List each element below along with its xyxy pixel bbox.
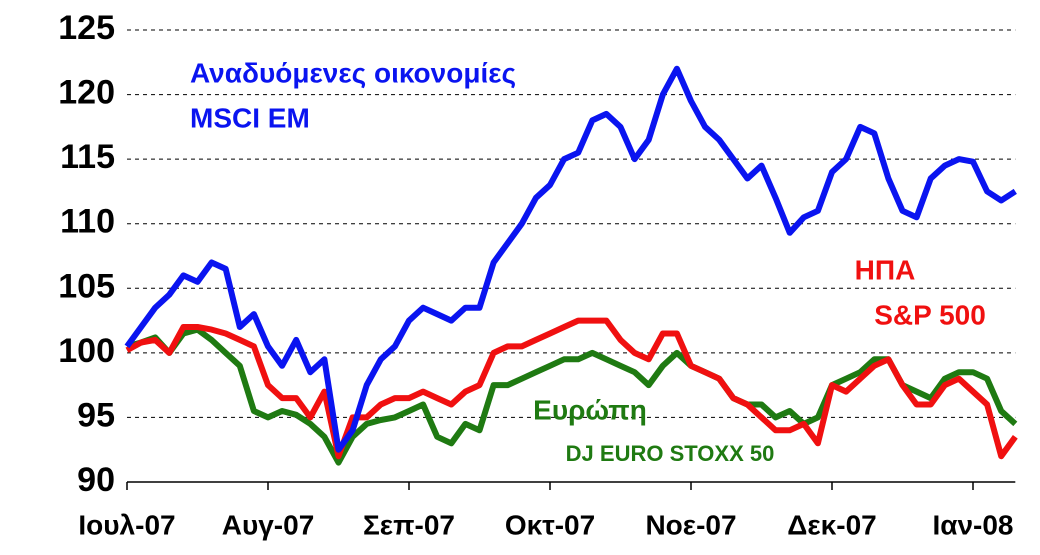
series-label: Αναδυόμενες οικονομίες — [190, 57, 516, 88]
y-tick-label: 95 — [77, 396, 115, 434]
y-tick-label: 105 — [58, 267, 115, 305]
series-label: Ευρώπη — [533, 394, 647, 425]
y-tick-label: 120 — [58, 74, 115, 112]
y-tick-label: 90 — [77, 461, 115, 499]
x-tick-label: Αυγ-07 — [222, 509, 315, 540]
series-label: ΗΠΑ — [855, 254, 916, 285]
y-tick-label: 125 — [58, 9, 115, 47]
x-tick-label: Ιαν-08 — [932, 509, 1013, 540]
series-label: MSCI EM — [190, 102, 310, 133]
series-line — [124, 65, 1017, 453]
x-tick-label: Νοε-07 — [645, 509, 736, 540]
y-tick-label: 110 — [60, 203, 115, 241]
x-tick-label: Οκτ-07 — [505, 509, 595, 540]
y-tick-label: 100 — [58, 332, 115, 370]
series-line — [125, 317, 1018, 460]
series-label: S&P 500 — [874, 299, 986, 330]
series-label: DJ EURO STOXX 50 — [566, 441, 775, 466]
x-tick-label: Σεπ-07 — [363, 509, 455, 540]
x-tick-label: Ιουλ-07 — [78, 509, 175, 540]
x-tick-label: Δεκ-07 — [787, 509, 877, 540]
y-tick-label: 115 — [60, 138, 115, 176]
series-line — [126, 326, 1018, 466]
